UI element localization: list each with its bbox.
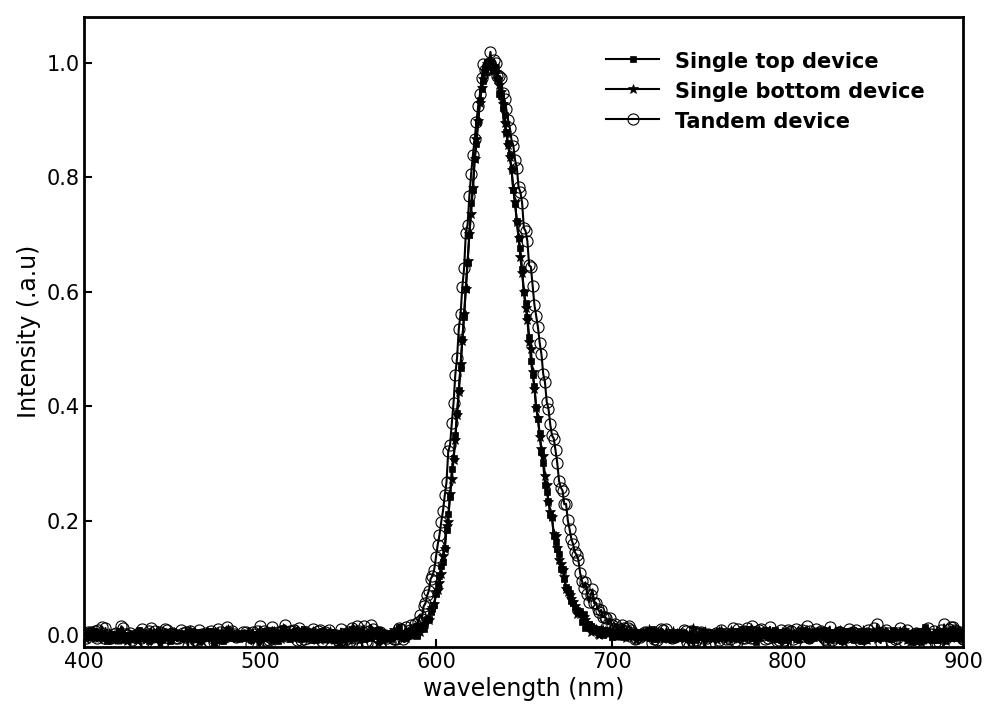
Single top device <box>659 631 671 640</box>
Single top device <box>481 58 493 67</box>
Tandem device <box>484 47 496 56</box>
Single top device <box>298 625 310 633</box>
Single bottom device <box>335 631 347 640</box>
Single top device <box>335 635 347 643</box>
Line: Single top device: Single top device <box>81 59 967 646</box>
Single top device <box>648 634 660 643</box>
Tandem device <box>659 632 671 640</box>
Single top device <box>208 638 220 647</box>
Single bottom device <box>296 633 308 641</box>
Single top device <box>78 630 90 638</box>
Single bottom device <box>400 634 412 643</box>
Single bottom device <box>810 630 822 639</box>
Tandem device <box>648 635 660 643</box>
Line: Tandem device: Tandem device <box>79 47 969 651</box>
Tandem device <box>810 625 822 633</box>
Tandem device <box>78 631 90 640</box>
Line: Single bottom device: Single bottom device <box>79 57 968 648</box>
Legend: Single top device, Single bottom device, Tandem device: Single top device, Single bottom device,… <box>596 39 935 142</box>
Y-axis label: Intensity (.a.u): Intensity (.a.u) <box>17 245 41 419</box>
X-axis label: wavelength (nm): wavelength (nm) <box>423 677 625 701</box>
Tandem device <box>182 641 194 650</box>
Single bottom device <box>484 57 496 66</box>
Tandem device <box>335 624 347 633</box>
Single top device <box>957 628 969 637</box>
Single bottom device <box>957 628 969 637</box>
Single bottom device <box>659 634 671 643</box>
Tandem device <box>957 635 969 643</box>
Tandem device <box>400 623 412 632</box>
Single bottom device <box>648 627 660 635</box>
Single bottom device <box>78 625 90 634</box>
Single top device <box>810 627 822 635</box>
Tandem device <box>298 635 310 643</box>
Single bottom device <box>333 639 345 648</box>
Single top device <box>400 629 412 638</box>
